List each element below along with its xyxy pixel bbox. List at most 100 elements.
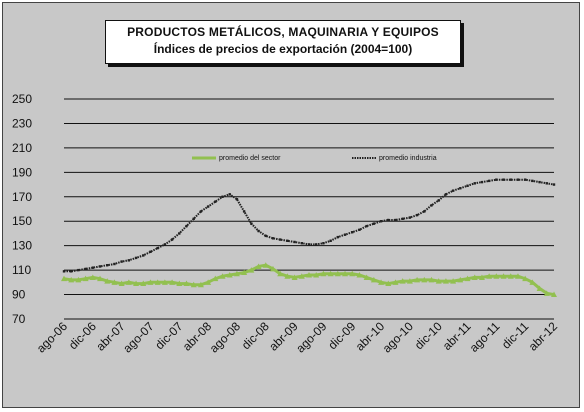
data-point-sector bbox=[118, 280, 125, 287]
data-point-industry bbox=[552, 183, 556, 186]
data-point-industry bbox=[451, 189, 455, 192]
data-point-industry bbox=[495, 178, 498, 181]
data-point-sector bbox=[269, 265, 276, 272]
data-point-industry bbox=[408, 216, 412, 219]
chart-title-box: PRODUCTOS METÁLICOS, MAQUINARIA Y EQUIPO… bbox=[105, 20, 461, 64]
data-point-sector bbox=[133, 280, 140, 287]
data-point-sector bbox=[169, 279, 176, 285]
data-point-industry bbox=[149, 250, 152, 253]
data-point-sector bbox=[140, 280, 147, 287]
data-point-industry bbox=[437, 199, 440, 202]
data-point-sector bbox=[205, 279, 212, 285]
data-point-industry bbox=[293, 240, 296, 244]
data-point-sector bbox=[161, 279, 168, 285]
data-point-industry bbox=[199, 210, 203, 213]
data-point-industry bbox=[336, 235, 340, 239]
data-point-sector bbox=[522, 275, 529, 282]
data-point-industry bbox=[351, 231, 354, 234]
y-tick-label: 90 bbox=[12, 288, 26, 302]
x-tick-label: dic-08 bbox=[239, 319, 272, 352]
data-point-industry bbox=[401, 217, 404, 220]
data-point-industry bbox=[430, 204, 433, 207]
data-point-sector bbox=[176, 280, 183, 287]
data-point-sector bbox=[241, 269, 248, 276]
data-point-sector bbox=[500, 273, 507, 279]
x-tick-label: dic-09 bbox=[325, 319, 358, 352]
data-point-sector bbox=[154, 279, 161, 285]
data-point-sector bbox=[421, 276, 428, 283]
x-tick-label: dic-11 bbox=[499, 319, 532, 352]
y-tick-label: 130 bbox=[12, 239, 32, 253]
data-point-sector bbox=[190, 281, 197, 288]
data-point-sector bbox=[536, 285, 543, 291]
legend-label-industry: promedio industria bbox=[379, 155, 437, 162]
data-point-sector bbox=[493, 273, 500, 279]
data-point-industry bbox=[134, 256, 138, 260]
data-point-industry bbox=[322, 242, 325, 245]
y-tick-label: 250 bbox=[12, 92, 32, 106]
data-point-sector bbox=[442, 278, 449, 284]
data-point-industry bbox=[538, 180, 541, 184]
data-point-industry bbox=[315, 243, 318, 246]
x-tick-label: ago-07 bbox=[120, 319, 157, 356]
data-point-industry bbox=[300, 242, 303, 245]
data-point-industry bbox=[106, 264, 109, 267]
data-point-industry bbox=[415, 213, 419, 217]
data-point-industry bbox=[343, 233, 347, 236]
data-point-industry bbox=[250, 222, 253, 225]
data-point-sector bbox=[464, 275, 471, 282]
data-point-industry bbox=[264, 234, 267, 238]
x-tick-label: dic-07 bbox=[152, 319, 185, 352]
data-point-sector bbox=[370, 276, 377, 283]
data-point-sector bbox=[551, 291, 557, 298]
data-point-sector bbox=[356, 272, 363, 278]
data-point-sector bbox=[111, 279, 118, 285]
series-line-industry bbox=[64, 178, 555, 273]
data-point-industry bbox=[84, 267, 87, 271]
x-tick-label: ago-11 bbox=[467, 319, 503, 355]
data-point-sector bbox=[334, 270, 341, 277]
data-point-industry bbox=[502, 178, 505, 181]
data-point-industry bbox=[365, 224, 368, 228]
data-point-industry bbox=[387, 218, 390, 222]
data-point-industry bbox=[531, 179, 534, 183]
data-point-sector bbox=[212, 275, 219, 282]
data-point-industry bbox=[480, 180, 484, 184]
y-tick-label: 150 bbox=[12, 214, 32, 228]
data-point-industry bbox=[516, 178, 520, 181]
data-point-industry bbox=[77, 268, 80, 272]
data-point-industry bbox=[423, 210, 426, 213]
x-tick-label: ago-06 bbox=[34, 319, 71, 356]
data-point-sector bbox=[399, 278, 406, 284]
data-point-sector bbox=[233, 270, 240, 277]
data-point-sector bbox=[61, 275, 67, 282]
data-point-sector bbox=[406, 278, 413, 284]
data-point-sector bbox=[378, 279, 385, 285]
data-point-sector bbox=[363, 274, 370, 280]
data-point-industry bbox=[192, 217, 195, 220]
data-point-industry bbox=[120, 260, 123, 263]
y-tick-label: 210 bbox=[12, 141, 32, 155]
y-tick-label: 70 bbox=[12, 312, 26, 326]
data-point-sector bbox=[392, 279, 399, 285]
data-point-industry bbox=[163, 243, 167, 246]
x-tick-label: ago-10 bbox=[380, 319, 417, 356]
data-point-industry bbox=[127, 259, 131, 262]
data-point-sector bbox=[313, 272, 320, 278]
y-tick-label: 110 bbox=[12, 263, 31, 277]
data-point-sector bbox=[277, 270, 284, 277]
data-point-industry bbox=[185, 224, 188, 228]
data-point-sector bbox=[125, 279, 132, 285]
data-point-industry bbox=[358, 228, 361, 231]
gridlines bbox=[64, 98, 554, 296]
data-point-sector bbox=[82, 275, 89, 282]
data-point-sector bbox=[428, 276, 435, 283]
data-point-sector bbox=[457, 276, 464, 283]
data-point-sector bbox=[75, 276, 82, 283]
x-axis-tick-labels: ago-06dic-06abr-07ago-07dic-07abr-08ago-… bbox=[34, 319, 561, 356]
data-point-sector bbox=[543, 290, 550, 296]
y-tick-label: 190 bbox=[12, 165, 32, 179]
data-point-industry bbox=[444, 193, 448, 196]
data-point-sector bbox=[298, 273, 305, 279]
data-point-sector bbox=[486, 273, 493, 279]
